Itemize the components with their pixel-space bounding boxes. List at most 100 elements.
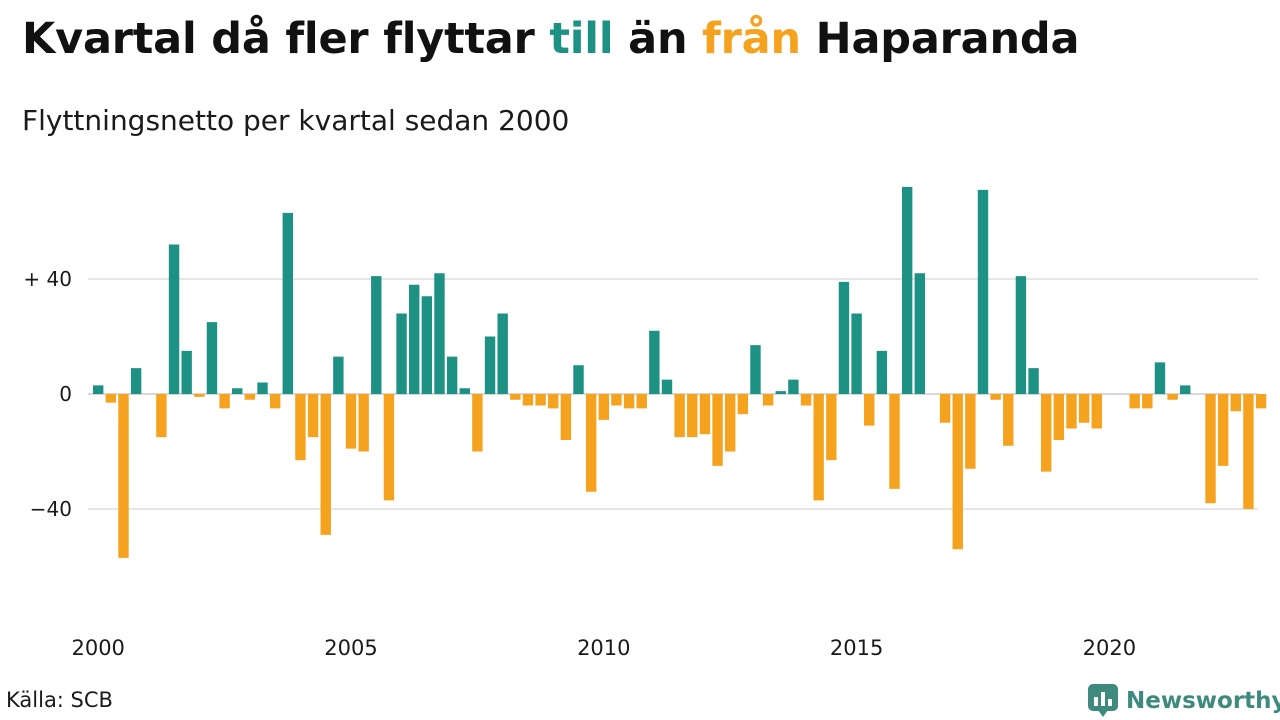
- bar-2019-q4: [1091, 394, 1102, 429]
- bar-2012-q4: [737, 394, 749, 415]
- brand-name: Newsworthy: [1126, 688, 1280, 714]
- bar-2007-q1: [446, 356, 458, 395]
- bar-2015-q3: [876, 350, 888, 395]
- bar-2008-q3: [522, 394, 534, 406]
- bar-2010-q4: [636, 394, 647, 409]
- bar-2018-q2: [1015, 276, 1027, 395]
- bar-2010-q3: [623, 394, 635, 409]
- bar-2021-q1: [1154, 362, 1166, 395]
- bar-2011-q3: [674, 394, 685, 438]
- bar-2009-q1: [548, 394, 559, 409]
- bar-2016-q4: [939, 394, 951, 423]
- bars: [93, 187, 1267, 558]
- bar-2015-q4: [889, 394, 900, 489]
- bar-2014-q4: [838, 281, 850, 395]
- bar-2003-q2: [257, 382, 268, 394]
- bar-2005-q1: [345, 394, 357, 449]
- bar-2006-q4: [434, 273, 445, 394]
- bar-2015-q1: [851, 313, 862, 394]
- bar-2004-q2: [307, 394, 319, 438]
- y-tick-label: −40: [30, 497, 72, 521]
- title-part3: Haparanda: [800, 14, 1080, 64]
- bar-2021-q2: [1167, 394, 1178, 400]
- bar-2017-q4: [990, 394, 1001, 400]
- y-tick-label: + 40: [23, 267, 72, 291]
- bar-2021-q3: [1180, 385, 1191, 395]
- bar-2008-q4: [535, 394, 546, 406]
- bar-2020-q3: [1129, 394, 1140, 409]
- bar-2006-q3: [421, 296, 433, 394]
- bar-2022-q4: [1243, 394, 1254, 509]
- bar-2007-q2: [459, 388, 470, 394]
- bar-2016-q1: [901, 187, 913, 394]
- bar-2002-q1: [194, 394, 205, 397]
- bar-2010-q2: [611, 394, 622, 406]
- bar-2006-q1: [396, 313, 407, 394]
- bar-2000-q4: [130, 368, 142, 395]
- bar-2003-q4: [282, 212, 293, 395]
- bar-2008-q1: [497, 313, 508, 394]
- bar-2013-q2: [762, 394, 774, 406]
- bar-2014-q3: [826, 394, 837, 461]
- bar-2005-q3: [371, 276, 382, 395]
- bar-2019-q3: [1078, 394, 1090, 423]
- title-part2: än: [613, 14, 703, 64]
- x-tick-label: 2020: [1083, 636, 1136, 660]
- bar-2009-q4: [585, 394, 597, 492]
- bar-2013-q3: [775, 391, 786, 395]
- bar-2011-q2: [661, 379, 673, 395]
- bar-2017-q1: [952, 394, 963, 550]
- bar-2012-q3: [725, 394, 736, 452]
- newsworthy-logo: Newsworthy: [1088, 684, 1280, 718]
- bar-2001-q3: [168, 244, 180, 394]
- x-axis-ticks: 2000 2005 2010 2015 2020: [71, 636, 1136, 660]
- title-part1: Kvartal då fler flyttar: [22, 14, 550, 64]
- bar-2001-q2: [156, 394, 167, 438]
- bar-2014-q1: [800, 394, 812, 406]
- y-axis-ticks: + 40 0 −40: [23, 267, 72, 521]
- bar-2004-q3: [320, 394, 331, 535]
- chart-subtitle: Flyttningsnetto per kvartal sedan 2000: [22, 104, 570, 137]
- x-tick-label: 2015: [830, 636, 883, 660]
- chart-title: Kvartal då fler flyttar till än från Hap…: [22, 14, 1080, 64]
- x-tick-label: 2005: [324, 636, 377, 660]
- title-fran: från: [702, 14, 801, 64]
- bar-2000-q3: [118, 394, 129, 558]
- bar-2000-q2: [105, 394, 117, 403]
- bar-2006-q2: [409, 284, 420, 394]
- bar-2007-q3: [472, 394, 483, 452]
- bar-2010-q1: [598, 394, 609, 420]
- bar-2017-q2: [965, 394, 976, 469]
- bar-2002-q4: [232, 388, 243, 394]
- bar-2005-q4: [383, 394, 395, 501]
- bar-2022-q2: [1217, 394, 1229, 466]
- bar-2003-q1: [244, 394, 256, 400]
- bar-2011-q4: [687, 394, 698, 438]
- bar-2018-q4: [1041, 394, 1052, 472]
- bar-2018-q3: [1028, 368, 1039, 395]
- bar-2023-q1: [1255, 394, 1267, 409]
- bar-2004-q1: [295, 394, 306, 461]
- bar-2004-q4: [333, 356, 344, 395]
- bar-2017-q3: [977, 189, 989, 395]
- bar-2012-q2: [712, 394, 723, 466]
- bar-2007-q4: [484, 336, 496, 394]
- bar-2014-q2: [813, 394, 824, 501]
- bar-chart: + 40 0 −40 2000 2005 2010 2015 2020: [23, 187, 1267, 660]
- bar-2022-q3: [1230, 394, 1241, 412]
- source-note: Källa: SCB: [6, 688, 113, 712]
- bar-2013-q1: [750, 345, 761, 395]
- bar-2019-q1: [1053, 394, 1065, 440]
- newsworthy-chart-icon: [1088, 684, 1118, 717]
- bar-2002-q2: [206, 322, 218, 395]
- bar-2005-q2: [358, 394, 369, 452]
- x-tick-label: 2010: [577, 636, 630, 660]
- bar-2011-q1: [649, 330, 660, 394]
- bar-2003-q3: [269, 394, 281, 409]
- bar-2009-q3: [573, 365, 584, 394]
- x-tick-label: 2000: [71, 636, 124, 660]
- bar-2012-q1: [699, 394, 711, 435]
- bar-2002-q3: [219, 394, 230, 409]
- bar-2018-q1: [1003, 394, 1014, 446]
- title-till: till: [549, 14, 614, 64]
